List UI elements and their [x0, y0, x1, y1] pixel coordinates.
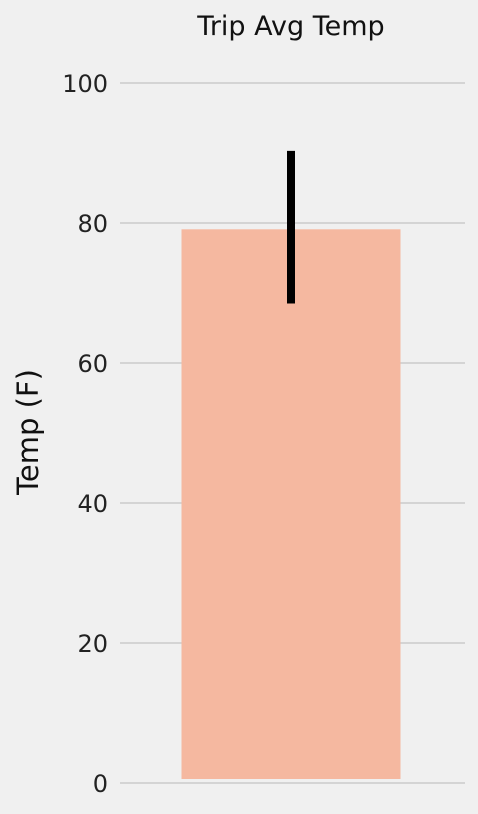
y-tick-label-40: 40 [77, 490, 108, 518]
y-tick-label-0: 0 [93, 770, 108, 798]
y-tick-label-100: 100 [62, 70, 108, 98]
y-tick-label-80: 80 [77, 210, 108, 238]
y-tick-label-20: 20 [77, 630, 108, 658]
y-tick-label-60: 60 [77, 350, 108, 378]
chart-title: Trip Avg Temp [196, 11, 384, 42]
bar-0 [181, 229, 401, 780]
y-tick-labels: 0 20 40 60 80 100 [62, 70, 108, 798]
bar-series [181, 229, 401, 780]
y-axis-label: Temp (F) [11, 369, 45, 496]
